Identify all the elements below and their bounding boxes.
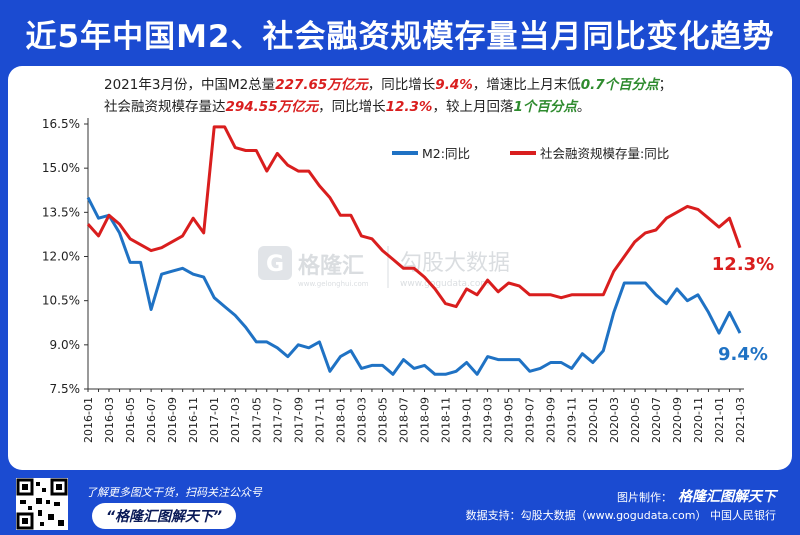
y-tick-label: 16.5%: [42, 117, 80, 131]
summary-text: 2021年3月份，中国M2总量: [104, 77, 276, 93]
x-tick-label: 2016-05: [124, 397, 137, 443]
x-tick-label: 2019-05: [503, 397, 516, 443]
legend-label: 社会融资规模存量:同比: [540, 146, 669, 161]
x-tick-label: 2016-01: [82, 397, 95, 443]
series-layer: [86, 125, 742, 376]
x-tick-label: 2020-09: [671, 397, 684, 443]
x-tick-label: 2019-03: [482, 397, 495, 443]
series-line-m2: [86, 196, 742, 376]
x-tick-label: 2019-09: [545, 397, 558, 443]
axes: 16.5% 15.0% 13.5% 12.0% 10.5% 9.0% 7.5%2016-01…: [42, 117, 747, 443]
y-tick-label: 7.5%: [50, 382, 81, 396]
line-chart: G 格隆汇 www.gelonghui.com 勾股大数据 www.goguda…: [42, 117, 774, 443]
page-title: 近5年中国M2、社会融资规模存量当月同比变化趋势: [25, 18, 775, 55]
x-tick-label: 2017-07: [271, 397, 284, 443]
y-tick-label: 10.5%: [42, 294, 80, 308]
summary-line-1: 2021年3月份，中国M2总量227.65万亿元，同比增长9.4%，增速比上月末…: [104, 74, 794, 96]
series-line-social-financing: [86, 125, 742, 309]
x-tick-label: 2019-07: [524, 397, 537, 443]
x-tick-label: 2018-03: [355, 397, 368, 443]
x-tick-label: 2016-11: [187, 397, 200, 443]
footer-maker-label: 图片制作：: [617, 491, 672, 504]
x-tick-label: 2018-07: [397, 397, 410, 443]
x-tick-label: 2017-05: [250, 397, 263, 443]
footer-note: 了解更多图文干货，扫码关注公众号: [86, 486, 262, 499]
qr-code-icon: [16, 478, 68, 530]
legend-label: M2:同比: [422, 146, 470, 161]
watermark-brand-url: www.gelonghui.com: [298, 280, 369, 288]
summary-text: 2021年3月份，中国M2总量227.65万亿元，同比增长9.4%，增速比上月末…: [104, 74, 794, 118]
summary-text: ，增速比上月末低: [472, 77, 581, 93]
watermark-brand2-url: www.gogudata.com: [400, 279, 489, 289]
chart-card: [8, 66, 792, 470]
x-tick-label: 2020-05: [629, 397, 642, 443]
x-tick-label: 2017-03: [229, 397, 242, 443]
y-tick-label: 13.5%: [42, 205, 80, 219]
x-tick-label: 2018-05: [376, 397, 389, 443]
x-tick-label: 2017-09: [292, 397, 305, 443]
svg-text:G: G: [266, 252, 284, 277]
m2-growth: 9.4%: [435, 77, 473, 93]
x-tick-label: 2016-03: [103, 397, 116, 443]
x-tick-label: 2018-11: [440, 397, 453, 443]
y-tick-label: 15.0%: [42, 161, 80, 175]
x-tick-label: 2016-07: [145, 397, 158, 443]
x-tick-label: 2018-09: [419, 397, 432, 443]
y-tick-label: 9.0%: [50, 338, 81, 352]
summary-line-2: 社会融资规模存量达294.55万亿元，同比增长12.3%，较上月回落1个百分点。: [104, 96, 794, 118]
social-growth: 12.3%: [385, 99, 433, 115]
series-end-label: 12.3%: [712, 254, 774, 275]
summary-text: ，同比增长: [318, 99, 386, 115]
x-tick-label: 2019-11: [566, 397, 579, 443]
x-tick-label: 2020-01: [587, 397, 600, 443]
x-tick-label: 2019-01: [461, 397, 474, 443]
x-tick-label: 2020-11: [692, 397, 705, 443]
m2-total: 227.65万亿元: [275, 77, 368, 93]
x-tick-label: 2017-01: [208, 397, 221, 443]
x-tick-label: 2017-11: [313, 397, 326, 443]
y-tick-label: 12.0%: [42, 250, 80, 264]
x-tick-label: 2021-01: [713, 397, 726, 443]
x-tick-label: 2020-07: [650, 397, 663, 443]
x-tick-label: 2021-03: [734, 397, 747, 443]
watermark-logo-icon: [258, 246, 292, 280]
x-tick-label: 2018-01: [334, 397, 347, 443]
m2-change: 0.7个百分点: [580, 77, 659, 93]
x-tick-label: 2020-03: [608, 397, 621, 443]
summary-text: 。: [576, 99, 591, 115]
end-labels: 9.4% 12.3%: [712, 254, 774, 365]
legend: M2:同比 社会融资规模存量:同比: [392, 146, 669, 161]
summary-text: ，同比增长: [367, 77, 436, 93]
watermark-brand: 格隆汇: [298, 253, 364, 279]
summary-text: 社会融资规模存量达: [104, 99, 226, 115]
x-tick-label: 2016-09: [166, 397, 179, 443]
social-change: 1个百分点: [513, 99, 577, 115]
summary-text: ，较上月回落: [432, 99, 514, 115]
summary-text: ；: [658, 77, 673, 93]
footer-source: 数据支持：勾股大数据（www.gogudata.com） 中国人民银行: [465, 509, 776, 522]
footer-brand: “格隆汇图解天下”: [92, 503, 237, 529]
series-end-label: 9.4%: [718, 344, 768, 365]
footer-maker-name: 格隆汇图解天下: [678, 489, 776, 505]
footer-maker: 图片制作： 格隆汇图解天下: [617, 486, 776, 506]
social-total: 294.55万亿元: [225, 99, 319, 115]
